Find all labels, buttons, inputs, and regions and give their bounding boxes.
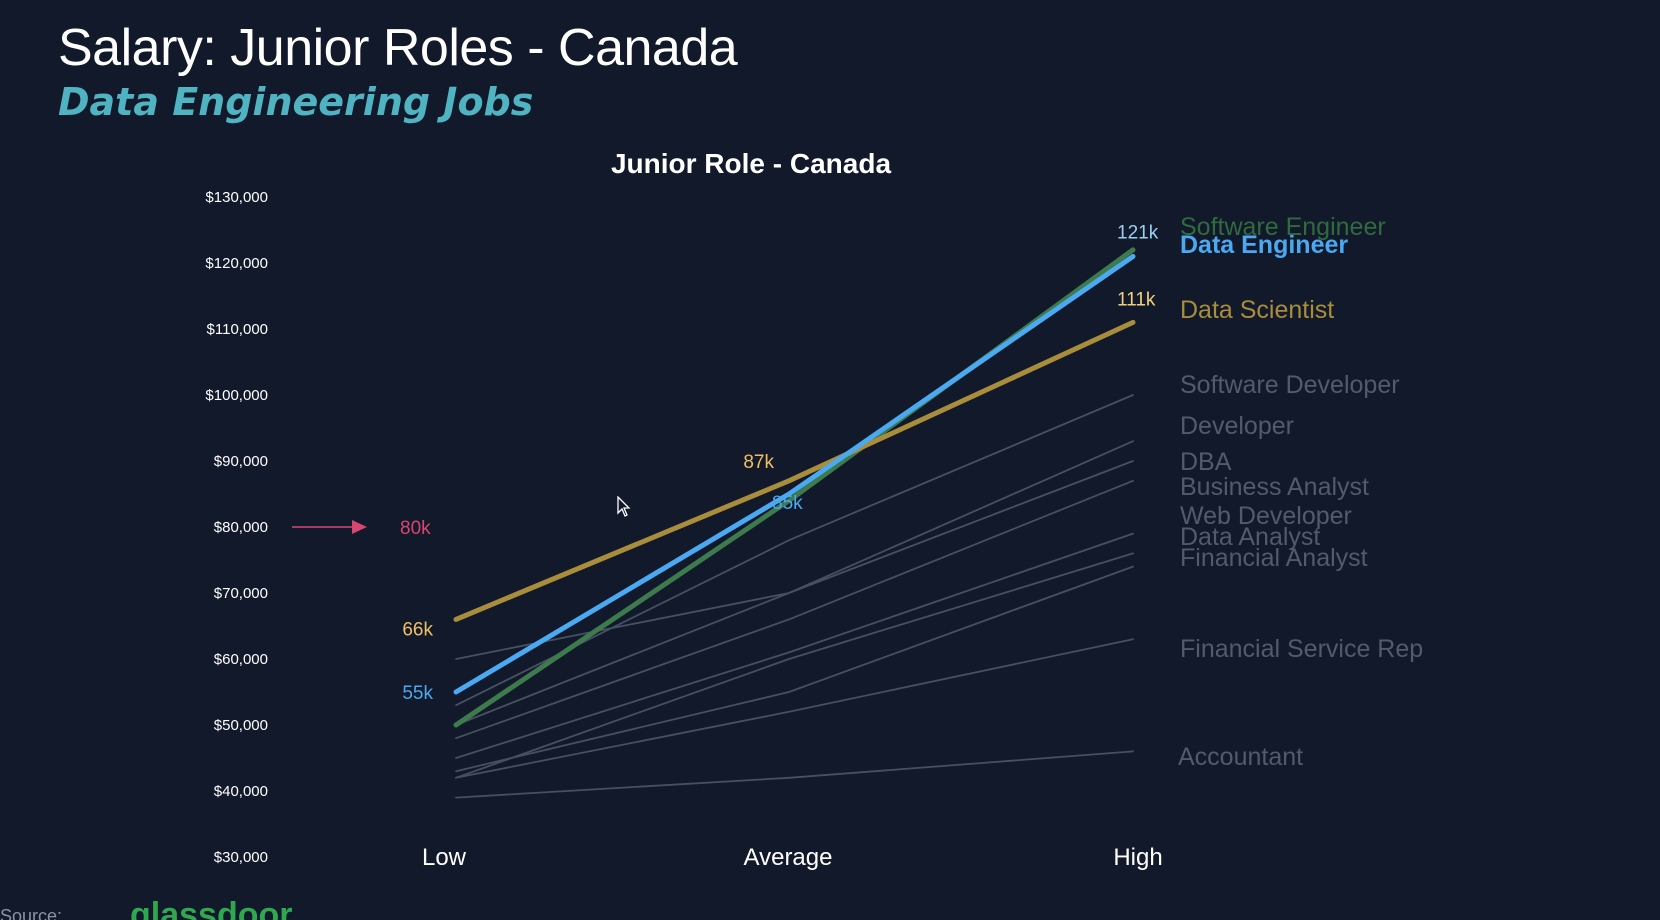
x-tick-label-low: Low <box>422 844 467 871</box>
series-line-business-analyst <box>455 479 1134 740</box>
series-line-financial-service-rep <box>455 638 1134 779</box>
source-label: Source: <box>0 906 63 920</box>
y-tick-label: $40,000 <box>214 783 268 800</box>
end-label-financial-service-rep: Financial Service Rep <box>1180 635 1423 663</box>
reference-arrow-head-icon <box>352 520 367 534</box>
y-tick-label: $110,000 <box>207 321 268 338</box>
series-line-data-scientist <box>453 319 1136 622</box>
y-tick-label: $120,000 <box>205 255 268 272</box>
slide-title: Salary: Junior Roles - Canada <box>58 19 738 77</box>
x-tick-label-high: High <box>1113 844 1162 871</box>
glassdoor-logo: glassdoor <box>130 896 293 920</box>
end-label-data-scientist: Data Scientist <box>1180 296 1334 324</box>
end-label-software-developer: Software Developer <box>1180 371 1400 399</box>
value-label-85k: 85k <box>772 493 803 514</box>
mouse-cursor-icon <box>617 496 631 517</box>
y-tick-label: $130,000 <box>205 189 268 206</box>
y-axis: $130,000 $120,000 $110,000 $100,000 $90,000 $… <box>205 189 268 866</box>
y-tick-label: $60,000 <box>214 651 268 668</box>
series-line-financial-analyst <box>455 565 1134 773</box>
y-tick-label: $80,000 <box>214 519 268 536</box>
value-label-121k: 121k <box>1117 222 1159 243</box>
y-tick-label: $50,000 <box>214 717 268 734</box>
end-label-data-engineer: Data Engineer <box>1180 231 1348 259</box>
slide-subtitle: Data Engineering Jobs <box>58 80 534 124</box>
series-line-web-developer <box>455 552 1134 779</box>
x-tick-label-average: Average <box>744 844 833 871</box>
value-label-87k: 87k <box>743 452 774 473</box>
end-label-financial-analyst: Financial Analyst <box>1180 544 1368 572</box>
end-label-web-developer: Web Developer <box>1180 502 1352 530</box>
x-axis: Low Average High <box>422 844 1163 871</box>
end-label-developer: Developer <box>1180 412 1294 440</box>
salary-line-chart: Junior Role - Canada $130,000 $120,000 $11… <box>205 148 1423 871</box>
y-tick-label: $70,000 <box>214 585 268 602</box>
chart-title: Junior Role - Canada <box>611 148 891 179</box>
end-label-accountant: Accountant <box>1178 743 1303 771</box>
value-label-66k: 66k <box>402 619 433 640</box>
end-label-dba: DBA <box>1180 448 1232 476</box>
series-line-developer <box>455 440 1134 726</box>
series-line-accountant <box>455 750 1134 799</box>
end-label-software-engineer: Software Engineer <box>1180 213 1386 241</box>
reference-value-label: 80k <box>400 518 431 539</box>
series-line-data-engineer <box>453 253 1136 695</box>
reference-marker: 80k <box>292 518 431 539</box>
series-line-data-analyst <box>455 532 1134 759</box>
series-lines <box>453 247 1136 799</box>
y-tick-label: $30,000 <box>214 849 268 866</box>
value-label-111k: 111k <box>1117 289 1156 310</box>
end-label-business-analyst: Business Analyst <box>1180 473 1369 501</box>
y-tick-label: $100,000 <box>205 387 268 404</box>
y-tick-label: $90,000 <box>214 453 268 470</box>
end-label-data-analyst: Data Analyst <box>1180 523 1320 551</box>
value-label-55k: 55k <box>402 683 433 704</box>
value-annotations: 121k 111k 87k 85k 66k 55k <box>402 222 1158 704</box>
